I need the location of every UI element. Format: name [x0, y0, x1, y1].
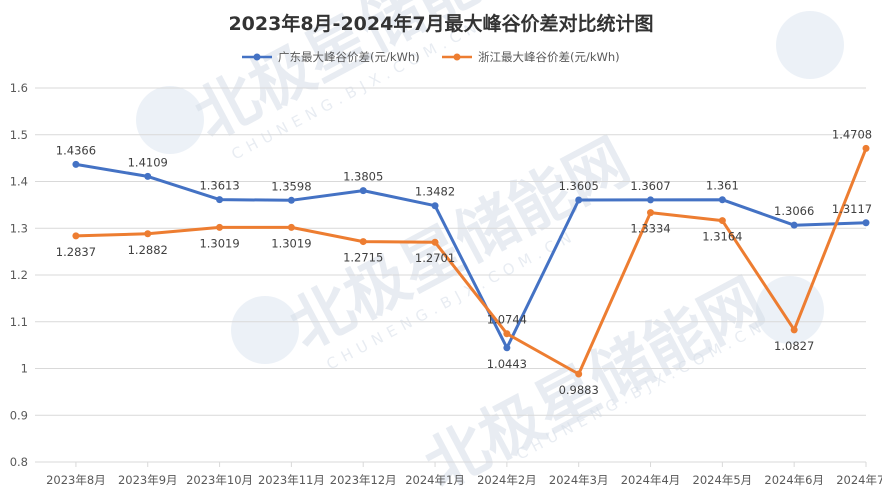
watermark: 北极星储能网 CHUNENG.BJX.COM.CN 北极星储能网 CHUNENG… — [136, 0, 844, 498]
data-point — [862, 144, 870, 152]
x-tick-label: 2024年4月 — [621, 473, 681, 487]
series-line-zhejiang — [75, 147, 868, 376]
data-label: 1.3334 — [630, 222, 670, 236]
x-tick-label: 2023年9月 — [118, 473, 178, 487]
watermark-logo-3 — [776, 11, 844, 79]
data-point — [647, 196, 655, 204]
data-point — [790, 326, 798, 334]
data-label: 1.2701 — [415, 251, 455, 265]
y-tick-label: 0.8 — [10, 455, 28, 469]
data-label: 1.3805 — [343, 170, 383, 184]
y-tick-label: 1.1 — [10, 315, 28, 329]
data-point — [216, 223, 224, 231]
data-label: 1.4708 — [832, 127, 872, 141]
data-point — [647, 209, 655, 217]
data-point — [72, 160, 80, 168]
grid-lines — [35, 87, 866, 463]
x-tick-label: 2024年2月 — [477, 473, 537, 487]
y-tick-label: 1.2 — [10, 268, 28, 282]
x-tick-label: 2024年6月 — [764, 473, 824, 487]
x-tick-label: 2024年3月 — [549, 473, 609, 487]
legend-item-zhejiang: 浙江最大峰谷价差(元/kWh) — [442, 50, 620, 64]
data-point — [144, 172, 152, 180]
y-tick-label: 0.9 — [10, 408, 28, 422]
data-point — [503, 330, 511, 338]
data-point — [790, 221, 798, 229]
chart-title: 2023年8月-2024年7月最大峰谷价差对比统计图 — [228, 12, 653, 35]
data-point — [718, 196, 726, 204]
y-tick-label: 1.5 — [10, 128, 28, 142]
data-label: 1.3607 — [630, 179, 670, 193]
series-line-guangdong — [75, 162, 867, 350]
data-label: 1.0827 — [774, 339, 814, 353]
data-label: 1.3164 — [702, 230, 742, 244]
data-point — [862, 219, 870, 227]
legend: 广东最大峰谷价差(元/kWh) 浙江最大峰谷价差(元/kWh) — [242, 50, 620, 64]
x-tick-label: 2024年5月 — [693, 473, 753, 487]
data-label: 1.3019 — [199, 236, 239, 250]
data-label: 1.0443 — [487, 357, 527, 371]
data-label: 1.4366 — [56, 143, 96, 157]
data-point — [287, 223, 295, 231]
data-label: 1.2837 — [56, 245, 96, 259]
x-tick-label: 2023年8月 — [46, 473, 106, 487]
data-label: 1.361 — [706, 179, 739, 193]
data-point — [718, 217, 726, 225]
watermark-text-2: 北极星储能网 — [278, 124, 641, 363]
y-axis-ticks: 0.8 0.9 1 1.1 1.2 1.3 1.4 1.5 1.6 — [10, 81, 28, 469]
x-axis-ticks: 2023年8月 2023年9月 2023年10月 2023年11月 2023年12月 20… — [46, 462, 882, 487]
data-point — [431, 202, 439, 210]
data-point — [359, 187, 367, 195]
legend-label-guangdong: 广东最大峰谷价差(元/kWh) — [278, 50, 420, 64]
watermark-logo-4 — [756, 276, 824, 344]
legend-item-guangdong: 广东最大峰谷价差(元/kWh) — [242, 50, 420, 64]
data-label: 1.3613 — [199, 179, 239, 193]
data-labels: 1.4366 1.4109 1.3613 1.3598 1.3805 1.3482 1.04… — [56, 127, 872, 397]
data-label: 1.2882 — [128, 243, 168, 257]
data-point — [503, 344, 511, 352]
legend-marker-guangdong — [253, 53, 261, 61]
legend-marker-zhejiang — [453, 53, 461, 61]
data-point — [287, 196, 295, 204]
data-point — [72, 232, 80, 240]
y-tick-label: 1.3 — [10, 221, 28, 235]
data-point — [359, 238, 367, 246]
x-tick-label: 2024年7月 — [836, 473, 882, 487]
data-label: 1.4109 — [128, 155, 168, 169]
data-label: 1.2715 — [343, 251, 383, 265]
data-label: 1.3482 — [415, 185, 455, 199]
y-tick-label: 1.4 — [10, 175, 28, 189]
y-tick-label: 1.6 — [10, 81, 28, 95]
data-label: 1.3598 — [271, 179, 311, 193]
x-tick-label: 2023年11月 — [258, 473, 325, 487]
series — [72, 144, 870, 378]
data-point — [575, 196, 583, 204]
x-tick-label: 2024年1月 — [405, 473, 465, 487]
x-tick-label: 2023年12月 — [330, 473, 397, 487]
data-label: 1.3605 — [559, 179, 599, 193]
data-label: 1.3117 — [832, 202, 872, 216]
data-point — [431, 238, 439, 246]
data-label: 0.9883 — [559, 383, 599, 397]
legend-label-zhejiang: 浙江最大峰谷价差(元/kWh) — [478, 50, 620, 64]
data-label: 1.3066 — [774, 204, 814, 218]
y-tick-label: 1 — [21, 362, 28, 376]
x-tick-label: 2023年10月 — [186, 473, 253, 487]
data-label: 1.0744 — [487, 313, 527, 327]
data-point — [144, 230, 152, 238]
data-label: 1.3019 — [271, 236, 311, 250]
data-point — [216, 196, 224, 204]
data-point — [575, 370, 583, 378]
